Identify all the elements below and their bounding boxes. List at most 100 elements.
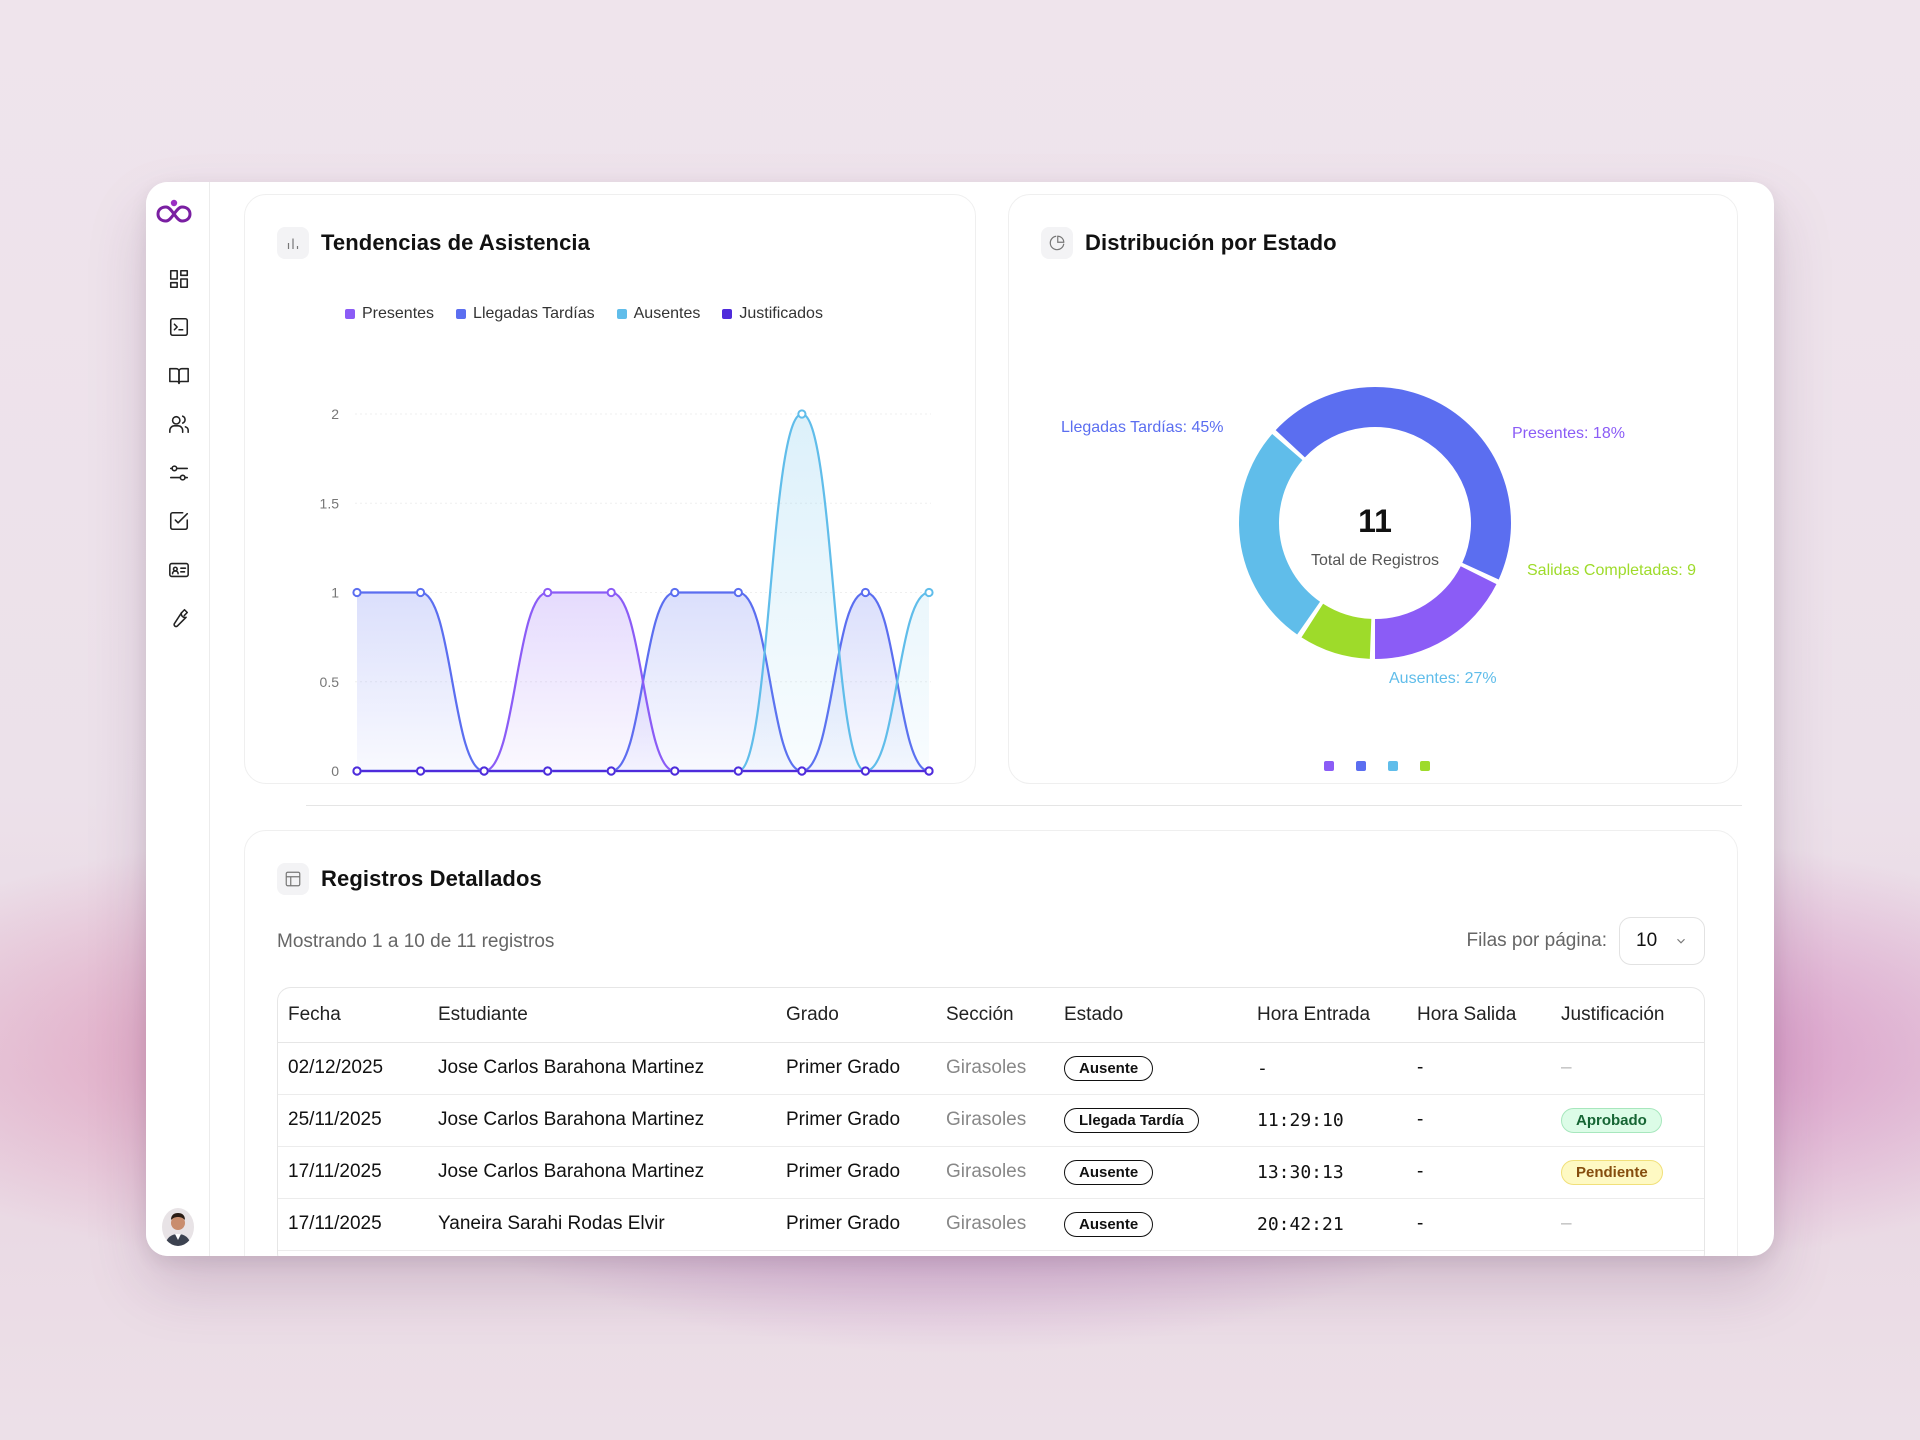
data-point [924, 587, 934, 598]
cell-hora-salida: - [1407, 1042, 1551, 1095]
cell-hora-entrada: 13:30:13 [1247, 1146, 1407, 1199]
legend-swatch [456, 309, 467, 319]
rows-per-page-label: Filas por página: [1466, 930, 1607, 951]
cell-hora-salida: - [1407, 1146, 1551, 1199]
data-point [670, 766, 680, 776]
checkbox-icon[interactable] [166, 508, 192, 534]
terminal-icon[interactable] [166, 314, 192, 340]
table-row[interactable]: 25/11/2025 Jose Carlos Barahona Martinez… [278, 1094, 1704, 1147]
data-point [352, 587, 362, 598]
column-header[interactable]: Justificación [1551, 988, 1704, 1043]
dashboard-icon[interactable] [166, 266, 192, 292]
cell-estado: Ausente [1054, 1146, 1247, 1199]
donut-slice[interactable] [1275, 387, 1511, 580]
column-header[interactable]: Grado [776, 988, 936, 1043]
slice-label-presentes: Presentes: 18% [1512, 425, 1625, 442]
donut-legend-dot[interactable] [1324, 761, 1334, 771]
cell-seccion: Girasoles [936, 1042, 1054, 1095]
cell-justificacion: – [1551, 1198, 1704, 1251]
table-row[interactable]: 17/11/2025 Jose Carlos Barahona Martinez… [278, 1146, 1704, 1199]
brand-logo[interactable] [156, 198, 192, 228]
status-badge: Ausente [1064, 1211, 1154, 1237]
donut-legend-dot[interactable] [1388, 761, 1398, 771]
donut-slice[interactable] [1239, 433, 1321, 635]
trend-card: Tendencias de Asistencia Presentes Llega… [244, 194, 976, 784]
donut-legend-dot[interactable] [1356, 761, 1366, 771]
legend-item[interactable]: Presentes [345, 305, 434, 323]
data-point [733, 587, 743, 598]
cell-seccion: Girasoles [936, 1198, 1054, 1251]
main-content: Tendencias de Asistencia Presentes Llega… [210, 182, 1774, 1256]
cell-hora-salida: - [1407, 1094, 1551, 1147]
legend-label: Justificados [739, 305, 823, 322]
y-tick-label: 1 [331, 585, 339, 601]
justification-badge: Pendiente [1561, 1159, 1663, 1185]
id-card-icon[interactable] [166, 557, 192, 583]
column-header[interactable]: Hora Salida [1407, 988, 1551, 1043]
legend-item[interactable]: Ausentes [616, 305, 701, 323]
table-row[interactable]: 17/11/2025 Yaneira Sarahi Rodas Elvir Pr… [278, 1198, 1704, 1251]
records-title: Registros Detallados [321, 866, 542, 891]
cell-grado: Primer Grado [776, 1094, 936, 1147]
cell-fecha: 25/11/2025 [278, 1094, 428, 1147]
column-header[interactable]: Hora Entrada [1247, 988, 1407, 1043]
data-point [797, 409, 807, 419]
records-card: Registros Detallados Mostrando 1 a 10 de… [244, 830, 1738, 1256]
legend-swatch [616, 309, 627, 319]
records-table: Fecha Estudiante Grado Sección Estado Ho… [277, 987, 1705, 1256]
legend-swatch [345, 309, 355, 319]
column-header[interactable]: Estudiante [428, 988, 776, 1043]
data-point [543, 587, 553, 598]
donut-legend-dot[interactable] [1420, 761, 1430, 771]
donut-center-value: 11 [1358, 503, 1392, 539]
data-point [733, 766, 743, 776]
cell-fecha: 02/12/2025 [278, 1042, 428, 1095]
slice-label-ausentes: Ausentes: 27% [1389, 670, 1497, 687]
cell-estudiante: Yaneira Sarahi Rodas Elvir [428, 1198, 776, 1251]
records-summary: Mostrando 1 a 10 de 11 registros [277, 931, 555, 952]
table-icon [277, 863, 309, 895]
data-point [606, 587, 616, 598]
column-header[interactable]: Fecha [278, 988, 428, 1043]
status-badge: Llegada Tardía [1064, 1107, 1199, 1133]
data-point [797, 766, 807, 776]
status-badge: Ausente [1064, 1159, 1154, 1185]
legend-item[interactable]: Justificados [722, 305, 823, 323]
donut-slice[interactable] [1375, 566, 1497, 659]
cell-estado: Ausente [1054, 1042, 1247, 1095]
column-header[interactable]: Estado [1054, 988, 1247, 1043]
donut-slice[interactable] [1301, 603, 1372, 659]
cell-fecha: 17/11/2025 [278, 1146, 428, 1199]
cell-hora-entrada: 20:42:21 [1247, 1198, 1407, 1251]
slice-label-salidas: Salidas Completadas: 9 [1527, 562, 1696, 579]
data-point [606, 766, 616, 776]
series-area [357, 414, 929, 771]
data-point [543, 766, 553, 776]
rows-per-page-select[interactable]: 10 [1619, 917, 1705, 965]
cell-grado: Primer Grado [776, 1146, 936, 1199]
sliders-icon[interactable] [166, 460, 192, 486]
table-row[interactable]: 02/12/2025 Jose Carlos Barahona Martinez… [278, 1042, 1704, 1095]
pie-chart-icon [1041, 227, 1073, 259]
trend-title: Tendencias de Asistencia [321, 230, 590, 255]
legend-label: Ausentes [633, 305, 701, 322]
legend-swatch [722, 309, 733, 319]
user-avatar[interactable] [162, 1208, 194, 1246]
legend-item[interactable]: Llegadas Tardías [456, 305, 595, 323]
data-point [352, 766, 362, 776]
data-point [415, 766, 426, 776]
legend-label: Presentes [362, 305, 435, 322]
y-tick-label: 0.5 [320, 674, 340, 690]
donut-chart: 11 Total de Registros Llegadas Tardías: … [1061, 387, 1696, 771]
column-header[interactable]: Sección [936, 988, 1054, 1043]
cell-seccion: Girasoles [936, 1146, 1054, 1199]
justification-badge: Aprobado [1561, 1107, 1662, 1133]
y-tick-label: 1.5 [320, 495, 340, 511]
cell-grado: Primer Grado [776, 1042, 936, 1095]
bar-chart-icon [277, 227, 309, 259]
wrench-icon[interactable] [166, 605, 192, 631]
book-icon[interactable] [166, 363, 192, 389]
trend-legend: Presentes Llegadas Tardías Ausentes Just… [345, 305, 823, 323]
cell-estudiante: Jose Carlos Barahona Martinez [428, 1146, 776, 1199]
users-icon[interactable] [166, 411, 192, 437]
